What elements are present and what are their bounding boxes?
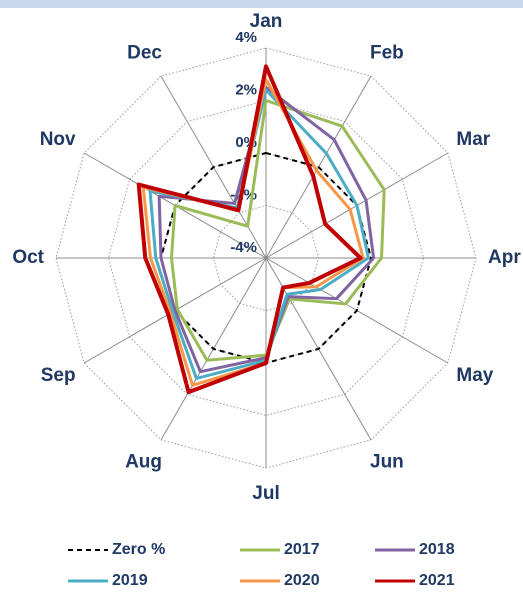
category-label: Dec xyxy=(127,43,162,64)
legend-label: Zero % xyxy=(112,541,165,558)
category-label: Jun xyxy=(370,451,404,472)
category-label: Mar xyxy=(456,129,490,150)
legend-label: 2019 xyxy=(112,572,148,589)
category-label: Apr xyxy=(488,247,521,268)
category-label: Sep xyxy=(41,365,76,386)
r-tick-label: -4% xyxy=(230,239,257,256)
legend-label: 2017 xyxy=(284,541,320,558)
category-label: Feb xyxy=(370,43,404,64)
r-tick-label: 4% xyxy=(235,29,257,46)
legend-label: 2020 xyxy=(284,572,320,589)
category-label: Aug xyxy=(125,451,162,472)
top-band xyxy=(0,0,523,8)
category-label: Oct xyxy=(12,247,44,268)
series-line xyxy=(136,64,363,395)
category-label: May xyxy=(456,365,493,386)
category-label: Jan xyxy=(250,11,283,32)
legend-label: 2021 xyxy=(419,572,455,589)
r-tick-label: 2% xyxy=(235,81,257,98)
category-label: Nov xyxy=(40,129,76,150)
category-label: Jul xyxy=(252,483,279,504)
legend-label: 2018 xyxy=(419,541,455,558)
